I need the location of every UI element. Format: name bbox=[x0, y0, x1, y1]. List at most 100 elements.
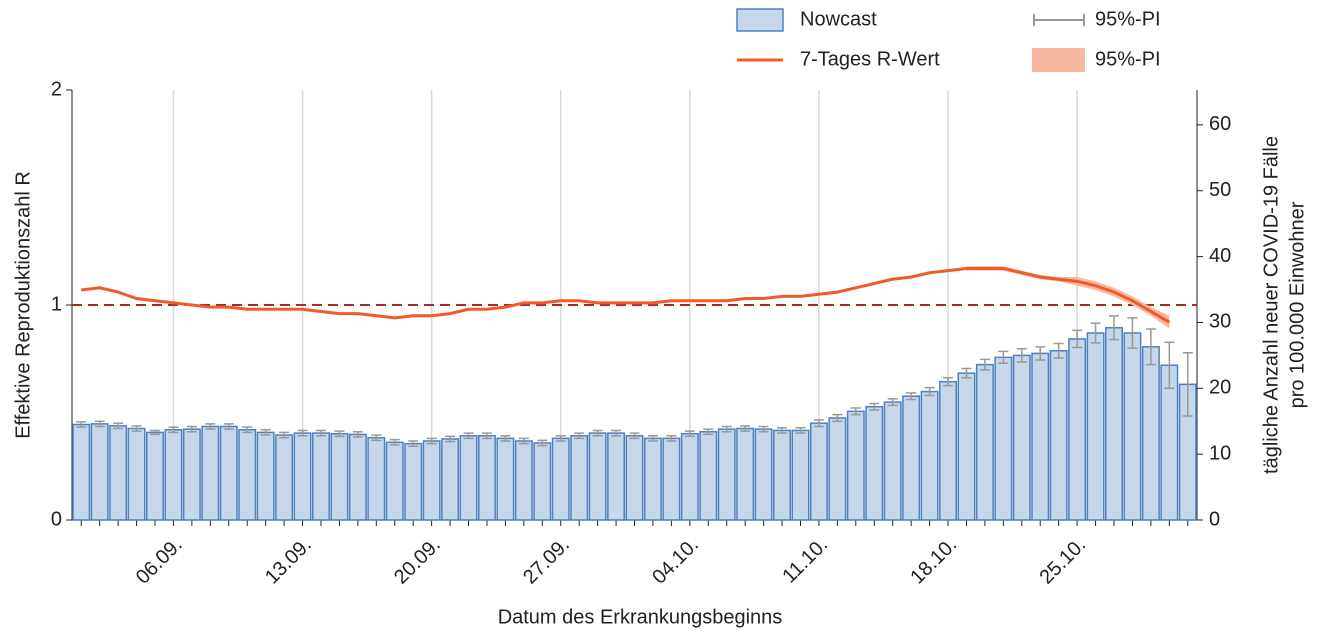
bar bbox=[1086, 332, 1105, 521]
bar bbox=[127, 427, 146, 521]
error-bar bbox=[555, 434, 566, 442]
x-tick-label: 13.09. bbox=[261, 534, 316, 589]
error-bar bbox=[740, 425, 751, 432]
error-bar bbox=[297, 429, 308, 437]
bar bbox=[459, 434, 478, 521]
bar bbox=[957, 372, 976, 521]
x-tick-label: 04.10. bbox=[648, 534, 703, 589]
y2-axis-label: pro 100.000 Einwohner bbox=[1286, 201, 1308, 408]
bar bbox=[514, 440, 533, 521]
bar bbox=[809, 422, 828, 521]
bar bbox=[699, 431, 718, 521]
bar bbox=[1123, 332, 1142, 521]
bar bbox=[625, 434, 644, 521]
error-bar bbox=[813, 419, 824, 428]
confidence-band bbox=[966, 266, 1170, 329]
bar bbox=[404, 442, 423, 521]
error-bar bbox=[1016, 348, 1027, 363]
error-bar bbox=[131, 425, 142, 432]
bar bbox=[662, 437, 681, 521]
y2-tick-label: 40 bbox=[1209, 245, 1231, 267]
error-bar bbox=[758, 425, 769, 433]
error-bar bbox=[223, 423, 234, 430]
bar bbox=[680, 432, 699, 521]
error-bar bbox=[777, 427, 788, 434]
error-bar bbox=[168, 426, 179, 434]
x-tick-label: 25.10. bbox=[1036, 534, 1091, 589]
bar bbox=[717, 428, 736, 521]
x-tick-label: 20.09. bbox=[390, 534, 445, 589]
error-bar bbox=[205, 423, 216, 430]
error-bar bbox=[426, 437, 437, 445]
line bbox=[81, 266, 1171, 324]
error-bar bbox=[961, 367, 972, 379]
error-bar bbox=[260, 429, 271, 436]
bar bbox=[1105, 326, 1123, 521]
error-bar bbox=[943, 377, 954, 387]
error-bar bbox=[1145, 328, 1156, 366]
error-bar bbox=[887, 398, 898, 407]
bar bbox=[939, 380, 957, 521]
error-bar bbox=[795, 427, 806, 434]
error-bar bbox=[850, 407, 861, 416]
error-bar bbox=[94, 420, 105, 428]
legend-swatch bbox=[1032, 48, 1085, 72]
bar bbox=[477, 434, 496, 521]
bar bbox=[1012, 354, 1031, 521]
error-bar bbox=[1035, 346, 1046, 361]
legend-label: 95%-PI bbox=[1095, 8, 1161, 30]
bar bbox=[385, 441, 404, 521]
bar bbox=[293, 432, 312, 521]
y2-axis-label: tägliche Anzahl neuer COVID-19 Fälle bbox=[1260, 136, 1282, 474]
error-bar bbox=[1109, 315, 1120, 341]
bar bbox=[643, 437, 662, 521]
error-bar bbox=[721, 425, 732, 433]
bar bbox=[348, 433, 367, 521]
bar bbox=[551, 437, 570, 521]
error-bar bbox=[408, 440, 419, 447]
bar bbox=[846, 410, 865, 521]
error-bar bbox=[463, 432, 474, 440]
bar bbox=[312, 432, 330, 521]
x-axis-label: Datum des Erkrankungsbeginns bbox=[498, 606, 783, 628]
y2-tick-label: 0 bbox=[1209, 508, 1220, 530]
bar bbox=[607, 432, 626, 521]
bar bbox=[1031, 352, 1050, 521]
y2-tick-label: 20 bbox=[1209, 377, 1231, 399]
y-tick-label: 1 bbox=[51, 293, 62, 315]
bar bbox=[865, 405, 884, 521]
x-tick-label: 06.09. bbox=[132, 534, 187, 589]
error-bar bbox=[629, 432, 640, 440]
bar bbox=[1068, 338, 1087, 521]
bar bbox=[219, 425, 238, 521]
error-bar bbox=[500, 434, 511, 442]
error-bar bbox=[481, 432, 492, 440]
x-tick-label: 11.10. bbox=[778, 534, 832, 588]
error-bar bbox=[647, 434, 658, 442]
legend-swatch bbox=[736, 8, 784, 32]
error-bar bbox=[924, 386, 935, 397]
legend-label: Nowcast bbox=[800, 8, 877, 30]
bar bbox=[330, 432, 349, 521]
y-tick-label: 0 bbox=[51, 508, 62, 530]
y2-tick-label: 60 bbox=[1209, 113, 1231, 135]
legend-swatch bbox=[1033, 14, 1085, 26]
error-bar bbox=[352, 431, 363, 438]
error-bar bbox=[518, 437, 529, 445]
bar bbox=[72, 423, 91, 521]
error-bar bbox=[537, 439, 548, 447]
error-bar bbox=[76, 421, 87, 428]
bar bbox=[1049, 350, 1068, 521]
error-bar bbox=[279, 431, 290, 439]
error-bar bbox=[113, 422, 124, 430]
error-bar bbox=[242, 426, 253, 434]
y-axis-label: Effektive Reproduktionszahl R bbox=[12, 171, 34, 439]
y2-tick-label: 50 bbox=[1209, 179, 1231, 201]
bar bbox=[496, 437, 515, 521]
bar bbox=[275, 434, 294, 521]
error-bar bbox=[445, 435, 456, 443]
error-bar bbox=[1164, 341, 1175, 390]
bar bbox=[164, 429, 183, 521]
error-bar bbox=[1072, 329, 1083, 349]
legend-label: 7-Tages R-Wert bbox=[800, 48, 940, 70]
